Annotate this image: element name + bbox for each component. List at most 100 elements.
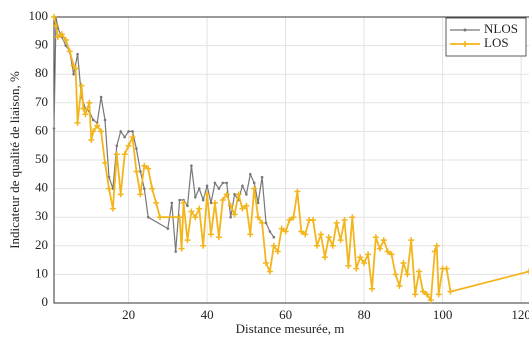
marker <box>184 237 191 244</box>
marker <box>219 197 226 204</box>
y-tick-label: 70 <box>35 94 48 109</box>
marker <box>215 234 222 241</box>
marker <box>86 99 93 106</box>
marker <box>188 208 195 215</box>
marker <box>262 259 269 266</box>
marker <box>113 151 120 158</box>
marker <box>329 242 336 249</box>
marker <box>221 181 225 185</box>
marker <box>58 31 65 38</box>
marker <box>310 217 317 224</box>
x-tick-label: 40 <box>201 307 214 322</box>
marker <box>229 215 232 219</box>
marker <box>260 175 264 179</box>
marker <box>274 248 281 255</box>
marker <box>121 151 128 158</box>
marker <box>256 201 260 205</box>
marker <box>349 214 356 221</box>
marker <box>264 221 268 225</box>
marker <box>166 227 170 230</box>
marker <box>272 235 276 239</box>
marker <box>431 248 438 255</box>
y-tick-label: 10 <box>35 265 48 280</box>
marker <box>76 52 79 56</box>
marker <box>427 297 434 304</box>
marker <box>526 268 529 275</box>
x-tick-label: 120 <box>511 307 529 322</box>
marker <box>361 259 368 266</box>
marker <box>217 187 221 190</box>
marker <box>255 214 262 221</box>
marker <box>209 201 213 205</box>
marker <box>412 291 419 298</box>
marker <box>302 231 309 238</box>
marker <box>117 191 124 198</box>
marker <box>208 231 215 238</box>
marker <box>321 254 328 261</box>
marker <box>325 234 332 241</box>
marker <box>98 128 105 135</box>
marker <box>433 242 440 249</box>
marker <box>115 144 119 147</box>
marker <box>376 245 383 252</box>
marker <box>380 237 387 244</box>
marker <box>94 122 101 129</box>
marker <box>90 128 97 135</box>
marker <box>357 254 364 261</box>
marker <box>66 48 73 55</box>
marker <box>178 245 185 252</box>
marker <box>127 130 130 133</box>
marker <box>388 251 395 258</box>
marker <box>286 217 293 224</box>
marker <box>241 184 244 188</box>
marker <box>133 168 140 175</box>
marker <box>211 199 218 206</box>
marker <box>384 248 391 255</box>
y-tick-label: 80 <box>35 65 48 80</box>
marker <box>372 234 379 241</box>
marker <box>91 118 95 122</box>
marker <box>420 288 427 295</box>
x-axis-label: Distance mesurée, m <box>236 321 345 336</box>
marker <box>103 118 107 122</box>
marker <box>131 130 134 133</box>
marker <box>52 127 56 130</box>
marker <box>252 181 256 185</box>
marker <box>400 259 407 266</box>
marker <box>396 282 403 289</box>
marker <box>64 44 68 47</box>
marker <box>105 185 112 192</box>
y-tick-label: 40 <box>35 180 48 195</box>
marker <box>156 214 163 221</box>
marker <box>251 185 258 192</box>
y-tick-label: 100 <box>29 8 49 23</box>
marker <box>435 291 442 298</box>
marker <box>149 185 156 192</box>
y-tick-label: 20 <box>35 237 48 252</box>
marker <box>142 187 146 190</box>
marker <box>62 36 69 43</box>
legend-marker <box>463 28 467 32</box>
marker <box>423 291 430 298</box>
marker <box>141 162 148 169</box>
marker <box>194 195 197 199</box>
y-axis-label: Indicateur de qualité de liaison, % <box>7 71 22 249</box>
marker <box>109 205 116 212</box>
y-tick-label: 0 <box>42 294 49 309</box>
y-tick-label: 50 <box>35 151 48 166</box>
marker <box>72 65 79 72</box>
marker <box>135 147 138 150</box>
marker <box>190 164 193 168</box>
legend-box <box>445 17 527 57</box>
marker <box>317 231 324 238</box>
marker <box>245 193 248 196</box>
marker <box>107 175 111 179</box>
x-tick-label: 60 <box>279 307 292 322</box>
y-tick-label: 90 <box>35 37 48 52</box>
marker <box>298 228 305 235</box>
marker <box>447 288 454 295</box>
marker <box>365 251 372 258</box>
x-tick-label: 20 <box>122 307 135 322</box>
marker <box>278 225 285 232</box>
marker <box>178 198 181 202</box>
